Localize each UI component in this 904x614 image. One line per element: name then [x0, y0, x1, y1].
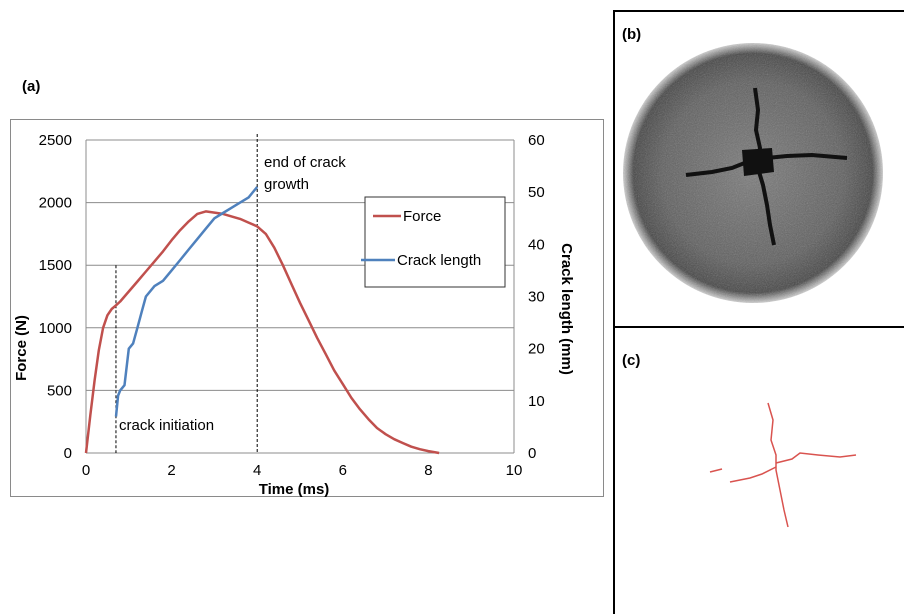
panel-b-label: (b) [622, 26, 642, 43]
legend: Force Crack length [361, 196, 506, 288]
y-left-tick-label: 0 [64, 445, 72, 462]
x-tick-label: 2 [167, 462, 175, 479]
y-right-tick-label: 40 [528, 236, 545, 253]
y-left-tick-label: 1500 [39, 257, 72, 274]
legend-box [364, 196, 506, 288]
x-tick-label: 4 [253, 462, 261, 479]
panel-a-label: (a) [22, 78, 41, 95]
y-right-tick-label: 60 [528, 132, 545, 149]
crack-trace [709, 402, 857, 528]
y-right-tick-label: 10 [528, 393, 545, 410]
y-right-tick-label: 50 [528, 184, 545, 201]
force-crack-chart: 0 500 1000 1500 2000 2500 0 10 20 30 40 50 60 0 2 4 6 8 10… [13, 132, 575, 498]
end-of-crack-label-line2: growth [264, 176, 309, 193]
panel-divider [613, 326, 904, 328]
trace-vertical [767, 402, 789, 528]
y-right-tick-label: 30 [528, 289, 545, 306]
crack-initiation-label: crack initiation [119, 417, 214, 434]
y-left-tick-label: 500 [47, 382, 72, 399]
legend-force-label: Force [403, 208, 441, 225]
end-of-crack-label-line1: end of crack [264, 154, 346, 171]
force-series-line [84, 210, 440, 455]
x-tick-label: 10 [506, 462, 523, 479]
y-left-tick-label: 1000 [39, 320, 72, 337]
trace-right [775, 452, 857, 464]
trace-stub [709, 468, 723, 473]
trace-left [729, 466, 777, 483]
x-tick-label: 8 [424, 462, 432, 479]
y-right-tick-label: 0 [528, 445, 536, 462]
crack-length-series-line [114, 186, 259, 417]
y-left-tick-label: 2500 [39, 132, 72, 149]
x-tick-label: 6 [339, 462, 347, 479]
x-axis-title: Time (ms) [259, 481, 330, 498]
chart-area: 0 500 1000 1500 2000 2500 0 10 20 30 40 50 60 0 2 4 6 8 10… [10, 119, 604, 498]
y-left-tick-label: 2000 [39, 195, 72, 212]
right-panels-frame [613, 10, 904, 614]
y-right-tick-label: 20 [528, 341, 545, 358]
legend-crack-label: Crack length [397, 252, 481, 269]
panel-c-label: (c) [622, 352, 641, 369]
crack-center [742, 148, 774, 176]
y-right-axis-title: Crack length (mm) [558, 243, 575, 375]
y-left-axis-title: Force (N) [13, 315, 30, 381]
crack-photo [623, 43, 883, 303]
x-tick-label: 0 [82, 462, 90, 479]
